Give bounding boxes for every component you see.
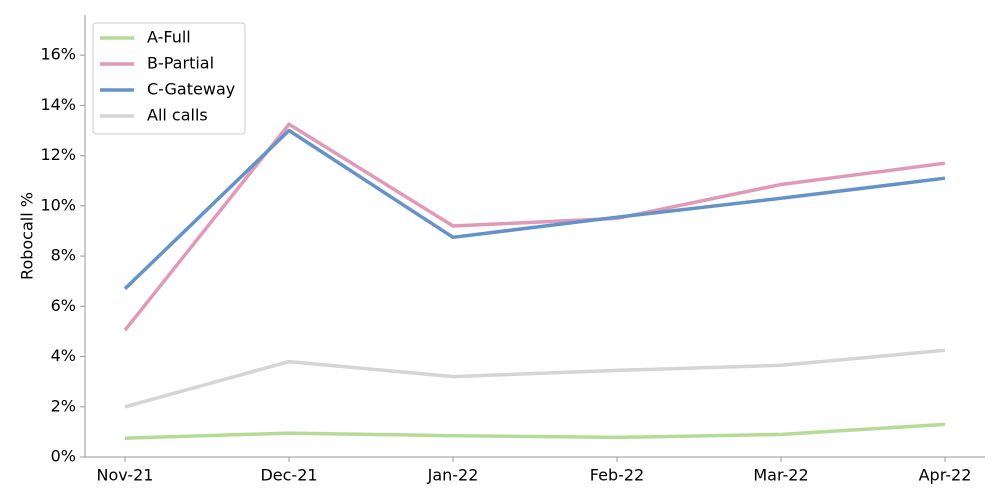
series-line-all-calls xyxy=(124,348,946,409)
y-tick-label: 12% xyxy=(40,145,76,164)
y-tick-label: 10% xyxy=(40,195,76,214)
x-tick-label: Apr-22 xyxy=(919,466,972,485)
series-line-a-full xyxy=(124,422,946,440)
x-ticks: Nov-21 Dec-21 Jan-22 Feb-22 Mar-22 Apr-22 xyxy=(97,457,972,485)
y-tick-label: 16% xyxy=(40,45,76,64)
y-tick-label: 0% xyxy=(51,447,76,466)
y-tick-label: 2% xyxy=(51,396,76,415)
legend-label-a-full: A-Full xyxy=(147,28,191,47)
x-tick-label: Dec-21 xyxy=(260,466,317,485)
x-tick-label: Feb-22 xyxy=(590,466,644,485)
y-axis-title: Robocall % xyxy=(18,192,37,280)
y-tick-label: 6% xyxy=(51,296,76,315)
legend-label-all-calls: All calls xyxy=(147,106,208,125)
y-tick-label: 4% xyxy=(51,346,76,365)
legend-frame xyxy=(92,22,246,135)
y-tick-label: 14% xyxy=(40,95,76,114)
legend-label-c-gateway: C-Gateway xyxy=(147,80,235,99)
series-layer xyxy=(123,122,946,440)
series-line-c-gateway xyxy=(123,128,946,290)
legend-label-b-partial: B-Partial xyxy=(147,54,214,73)
x-tick-label: Nov-21 xyxy=(97,466,154,485)
x-tick-label: Mar-22 xyxy=(753,466,808,485)
legend: A-Full B-Partial C-Gateway All calls xyxy=(92,22,246,135)
x-tick-label: Jan-22 xyxy=(427,466,479,485)
axes-layer xyxy=(84,15,985,458)
y-tick-label: 8% xyxy=(51,246,76,265)
y-ticks: 0% 2% 4% 6% 8% 10% 12% 14% 16% xyxy=(40,45,85,466)
